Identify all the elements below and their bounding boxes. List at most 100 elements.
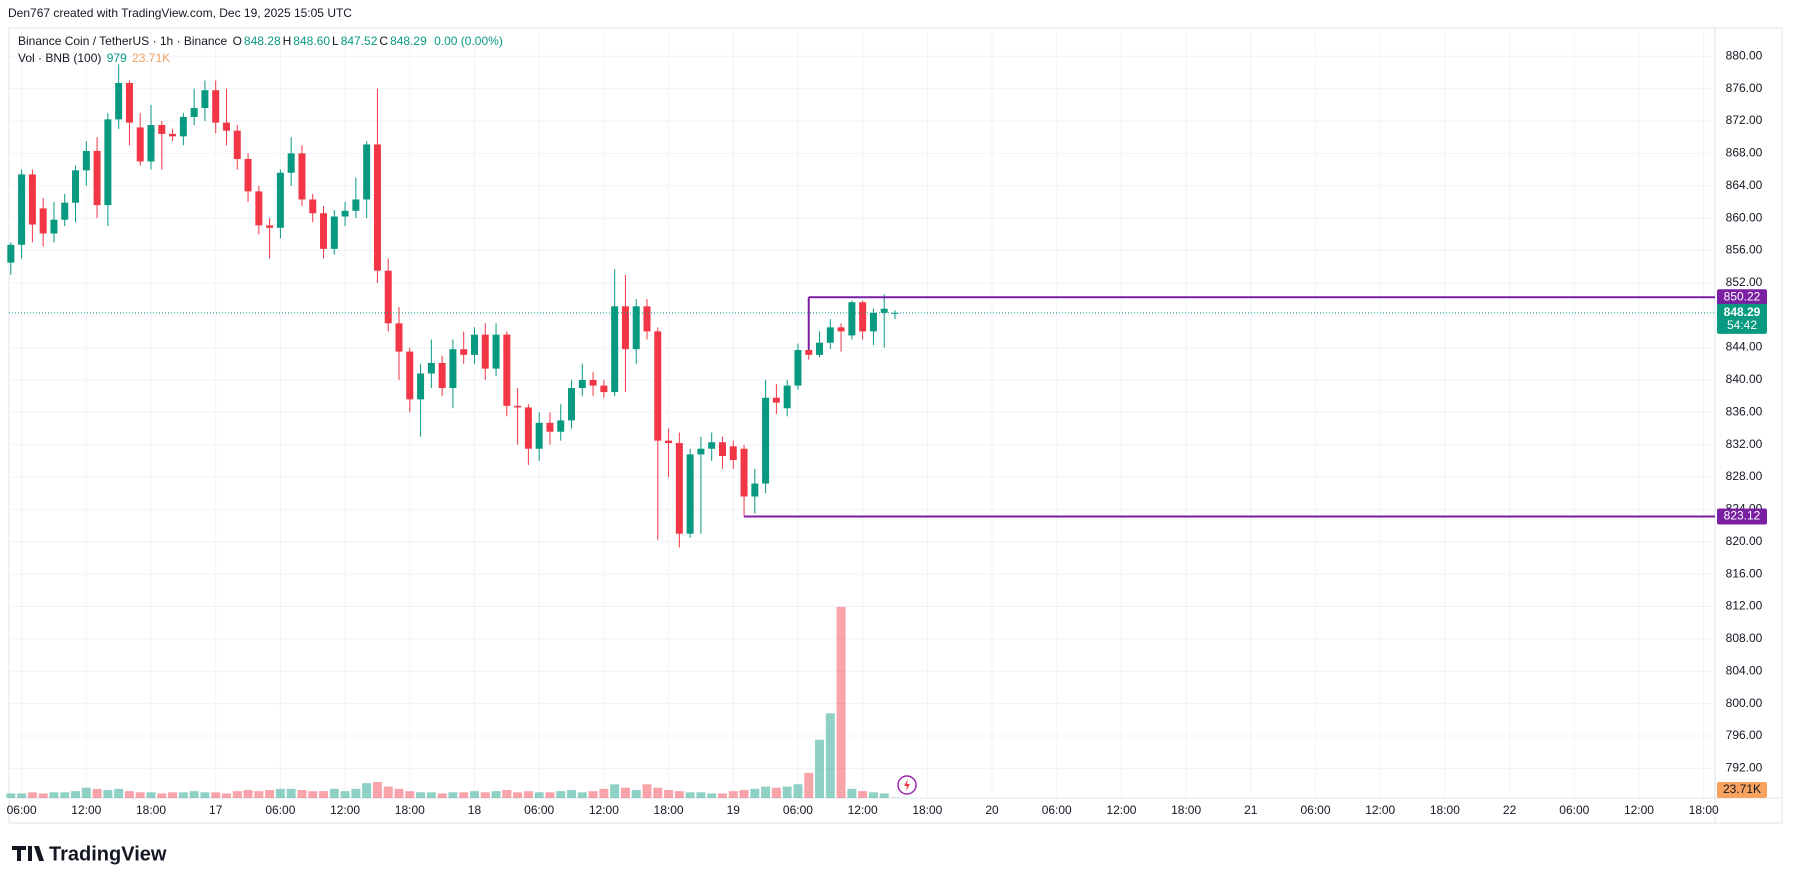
x-tick-label: 19 [727, 803, 741, 817]
volume-bar [308, 791, 318, 798]
y-tick-label: 808.00 [1726, 631, 1763, 645]
volume-bar [620, 787, 630, 798]
volume-bar [642, 784, 652, 798]
candle-body [535, 422, 543, 449]
y-tick-label: 844.00 [1726, 340, 1763, 354]
candle-body [632, 306, 640, 350]
candle-body [417, 373, 425, 400]
volume-bar [685, 792, 695, 798]
candle-body [718, 442, 726, 457]
volume-bar [135, 792, 145, 798]
field-value: 848.28 [243, 34, 281, 48]
x-tick-label: 06:00 [265, 803, 295, 817]
x-tick-label: 18:00 [136, 803, 166, 817]
x-tick-label: 18:00 [1430, 803, 1460, 817]
x-tick-label: 12:00 [589, 803, 619, 817]
volume-bar [71, 791, 81, 798]
y-tick-label: 828.00 [1726, 469, 1763, 483]
candle-body [611, 306, 619, 393]
level-label: 823.12 [1724, 509, 1761, 523]
candle-body [233, 130, 241, 160]
x-tick-label: 18:00 [1171, 803, 1201, 817]
candle-body [869, 312, 877, 332]
volume-bar [114, 788, 124, 798]
volume-bar [534, 792, 544, 798]
volume-bar [707, 793, 717, 798]
volume-bar [49, 792, 59, 798]
volume-bar [6, 793, 16, 798]
volume-bar [739, 789, 749, 798]
volume-bar [351, 788, 361, 798]
candle-body [147, 125, 155, 162]
x-tick-label: 18 [468, 803, 482, 817]
candle-body [244, 159, 252, 192]
x-tick-label: 12:00 [848, 803, 878, 817]
volume-bar [459, 792, 469, 798]
candle-body [524, 407, 532, 449]
y-tick-label: 880.00 [1726, 48, 1763, 62]
candle-body [621, 306, 629, 350]
change: 0.00 (0.00%) [434, 34, 503, 48]
candle-body [373, 144, 381, 271]
candle-body [772, 397, 780, 403]
volume-bar [200, 792, 210, 798]
y-tick-label: 804.00 [1726, 663, 1763, 677]
candle-body [190, 108, 198, 117]
volume-ma-box [1717, 782, 1767, 799]
volume-bar [340, 791, 350, 798]
candle-body [578, 379, 586, 389]
candle-body [287, 153, 295, 173]
volume-bar [38, 793, 48, 798]
candle-body [427, 362, 435, 374]
volume-bar [771, 787, 781, 798]
overlays: 792.00 796.00 800.00 804.00 808.00 812.00 816.… [7, 48, 1767, 817]
volume-bar [879, 793, 889, 798]
candle-body [28, 174, 36, 225]
volume-bar [319, 791, 329, 798]
volume-ma: 23.71K [132, 51, 171, 65]
x-tick-label: 17 [209, 803, 223, 817]
volume-bar [286, 788, 296, 798]
volume-bar [103, 789, 113, 798]
volume-bar [610, 784, 620, 798]
candle-body [179, 116, 187, 137]
volume-bar [60, 792, 70, 798]
volume-bar [513, 792, 523, 798]
candle-body [816, 342, 824, 355]
volume-bar [405, 791, 415, 798]
volume-bar [254, 791, 264, 798]
x-tick-label: 22 [1503, 803, 1517, 817]
candle-body [600, 385, 608, 393]
x-tick-label: 12:00 [1365, 803, 1395, 817]
field-key: H [282, 34, 292, 48]
candle-body [848, 302, 856, 336]
candle-body [363, 144, 371, 200]
x-tick-label: 12:00 [1624, 803, 1654, 817]
volume-bar [394, 788, 404, 798]
candle-body [61, 202, 69, 220]
volume-bar [523, 791, 533, 798]
candle-body [546, 422, 554, 432]
volume-bar [815, 739, 825, 798]
x-tick-label: 06:00 [1300, 803, 1330, 817]
last-price-label: 848.29 [1724, 305, 1761, 319]
volume-bar [804, 772, 814, 798]
volume-bar [836, 606, 846, 798]
volume-bar [92, 788, 102, 798]
candle-body [438, 362, 446, 389]
volume-bar [362, 783, 372, 798]
volume-current: 979 [106, 51, 127, 65]
volume-bar [588, 791, 598, 798]
y-tick-label: 868.00 [1726, 146, 1763, 160]
field-value: 848.29 [390, 34, 427, 48]
candle-body [837, 327, 845, 332]
x-tick-label: 21 [1244, 803, 1258, 817]
field-value: 848.60 [293, 34, 330, 48]
field-key: C [379, 34, 389, 48]
candle-body [665, 440, 673, 444]
candle-body [729, 446, 737, 461]
volume-bar [728, 791, 738, 798]
volume-bar [437, 793, 447, 798]
x-tick-label: 12:00 [1106, 803, 1136, 817]
